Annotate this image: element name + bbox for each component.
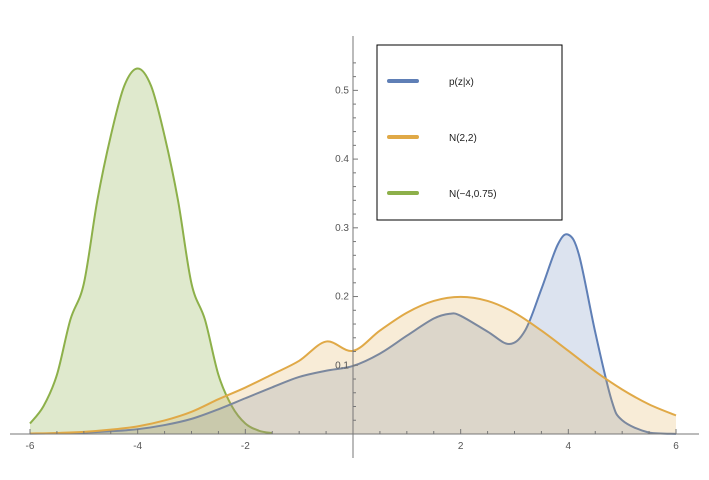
legend-label: N(2,2)	[449, 133, 477, 144]
y-tick-label: 0.3	[335, 223, 349, 234]
ticks: -6 -4 -2 2 4 6 0.1 0.2 0.3 0.4 0.5	[26, 62, 679, 452]
x-tick-label: -4	[133, 441, 142, 452]
series-line-n-4-0-75	[29, 67, 273, 435]
legend: p(z|x) N(2,2) N(−4,0.75)	[376, 44, 563, 221]
legend-label: N(−4,0.75)	[449, 189, 497, 200]
series-area-p-z-x	[30, 234, 676, 434]
x-tick-label: 4	[566, 441, 572, 452]
legend-label: p(z|x)	[449, 77, 474, 88]
y-tick-label: 0.2	[335, 292, 349, 303]
series-line-p-z-x	[29, 233, 677, 435]
x-tick-label: 2	[458, 441, 464, 452]
y-tick-label: 0.4	[335, 154, 349, 165]
y-tick-label: 0.5	[335, 85, 349, 96]
series-area-n-4-0-75	[30, 68, 273, 434]
y-tick-label: 0.1	[335, 360, 349, 371]
x-tick-label: -2	[241, 441, 250, 452]
legend-box	[376, 44, 563, 221]
x-tick-label: -6	[26, 441, 35, 452]
x-tick-label: 6	[673, 441, 679, 452]
axes	[10, 36, 699, 458]
